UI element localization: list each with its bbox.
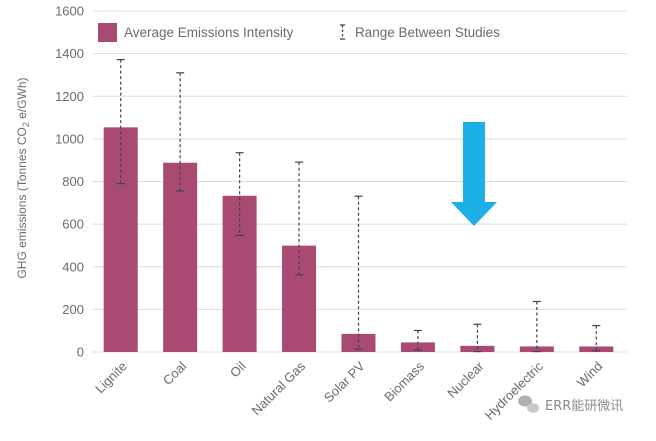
y-tick-label: 400 — [62, 259, 84, 274]
y-tick-label: 0 — [77, 345, 84, 360]
bar — [341, 333, 376, 352]
bar — [222, 195, 257, 352]
y-tick-label: 1400 — [55, 46, 84, 61]
range-whisker — [295, 161, 304, 276]
watermark: ERR能研微讯 — [518, 395, 623, 414]
y-axis-title-main: GHG emissions (Tonnes CO — [15, 127, 29, 278]
range-whisker — [235, 152, 244, 237]
y-tick-label: 1600 — [55, 4, 84, 19]
category-label: Oil — [227, 358, 249, 380]
y-axis-title: GHG emissions (Tonnes CO2 e/GWh) — [15, 77, 31, 278]
range-whisker — [532, 300, 541, 353]
range-whisker — [354, 195, 363, 350]
category-label: Wind — [574, 359, 606, 391]
bars — [103, 127, 614, 353]
legend-range-label: Range Between Studies — [355, 25, 500, 40]
range-whisker — [116, 58, 125, 185]
y-tick-label: 800 — [62, 174, 84, 189]
y-tick-labels: 0 200 400 600 800 1000 1200 1400 1600 — [55, 4, 84, 360]
y-axis-title-subscript: 2 — [21, 122, 31, 127]
bar — [163, 162, 198, 352]
range-whisker — [413, 329, 422, 351]
watermark-text: ERR能研微讯 — [545, 399, 623, 414]
category-label: Nuclear — [444, 358, 487, 401]
y-axis-title-tail: e/GWh) — [15, 77, 29, 122]
y-tick-label: 200 — [62, 302, 84, 317]
wechat-icon — [518, 395, 539, 413]
category-label: Solar PV — [321, 358, 368, 405]
category-label: Lignite — [92, 359, 130, 397]
legend-bar-label: Average Emissions Intensity — [124, 25, 294, 40]
range-whisker — [473, 323, 482, 353]
y-tick-label: 1200 — [55, 89, 84, 104]
legend-bar-swatch — [98, 23, 117, 42]
category-label: Hydroelectric — [482, 358, 547, 423]
category-label: Biomass — [381, 358, 427, 404]
range-whisker — [176, 72, 185, 192]
category-label: Coal — [160, 358, 190, 388]
bar — [519, 346, 554, 352]
y-tick-label: 1000 — [55, 131, 84, 146]
down-arrow-icon — [451, 122, 497, 226]
range-whisker — [592, 324, 601, 352]
category-labels: Lignite Coal Oil Natural Gas Solar PV Biomass… — [92, 358, 605, 423]
range-whiskers — [116, 58, 601, 353]
y-tick-label: 600 — [62, 217, 84, 232]
category-label: Natural Gas — [249, 358, 309, 418]
legend: Average Emissions Intensity Range Betwee… — [98, 23, 500, 42]
legend-range-swatch — [340, 24, 345, 40]
